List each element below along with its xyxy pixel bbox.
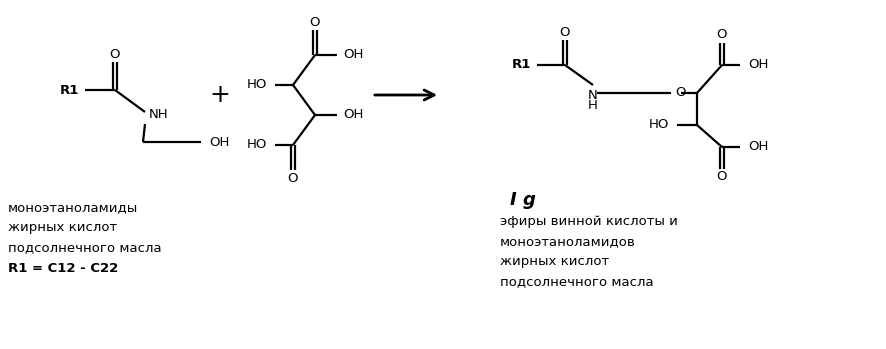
Text: N: N xyxy=(588,89,598,102)
Text: OH: OH xyxy=(748,141,768,154)
Text: O: O xyxy=(310,15,320,29)
Text: жирных кислот: жирных кислот xyxy=(500,255,609,268)
Text: OH: OH xyxy=(209,135,229,149)
Text: R1: R1 xyxy=(59,83,79,97)
Text: моноэтаноламиды: моноэтаноламиды xyxy=(8,201,138,215)
Text: HO: HO xyxy=(246,139,267,151)
Text: O: O xyxy=(717,171,727,184)
Text: HO: HO xyxy=(649,119,669,132)
Text: O: O xyxy=(560,25,571,38)
Text: R1 = C12 - C22: R1 = C12 - C22 xyxy=(8,261,118,275)
Text: подсолнечного масла: подсолнечного масла xyxy=(8,242,161,254)
Text: +: + xyxy=(210,83,230,107)
Text: OH: OH xyxy=(748,59,768,72)
Text: R1: R1 xyxy=(511,59,531,72)
Text: O: O xyxy=(288,171,299,185)
Text: эфиры винной кислоты и: эфиры винной кислоты и xyxy=(500,215,678,229)
Text: NH: NH xyxy=(149,107,168,120)
Text: O: O xyxy=(717,29,727,42)
Text: подсолнечного масла: подсолнечного масла xyxy=(500,275,654,289)
Text: H: H xyxy=(588,99,598,112)
Text: моноэтаноламидов: моноэтаноламидов xyxy=(500,236,636,248)
Text: HO: HO xyxy=(246,79,267,91)
Text: O: O xyxy=(675,87,686,99)
Text: O: O xyxy=(110,47,120,60)
Text: жирных кислот: жирных кислот xyxy=(8,222,117,235)
Text: OH: OH xyxy=(343,109,363,121)
Text: I g: I g xyxy=(510,191,536,209)
Text: OH: OH xyxy=(343,49,363,61)
